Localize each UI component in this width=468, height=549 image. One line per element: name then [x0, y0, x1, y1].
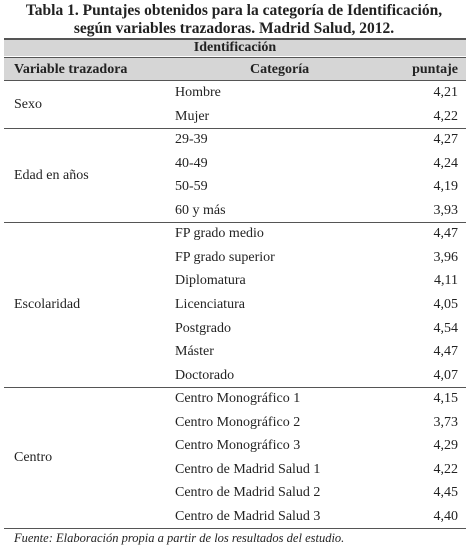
score: 4,22 [433, 461, 459, 477]
category: Postgrado [175, 320, 231, 336]
title: según variables trazadoras. Madrid Salud… [73, 20, 395, 37]
category: 60 y más [175, 202, 226, 218]
variable: Sexo [14, 97, 42, 113]
source-note: Fuente: Elaboración propia a partir de l… [14, 531, 345, 545]
score: 4,21 [433, 85, 459, 100]
category: Centro de Madrid Salud 1 [175, 461, 321, 477]
category: Mujer [175, 108, 210, 124]
score: 4,19 [433, 179, 459, 195]
score: 4,07 [433, 367, 459, 383]
score: 4,22 [433, 108, 459, 124]
category: Hombre [175, 85, 221, 100]
score: 4,15 [433, 391, 459, 407]
column-header: Categoría [250, 62, 310, 77]
category: 40-49 [175, 155, 208, 171]
score: 3,96 [433, 249, 459, 265]
category: 50-59 [175, 179, 208, 195]
category: Centro Monográfico 2 [175, 414, 301, 430]
score: 4,47 [433, 344, 459, 360]
category: Centro de Madrid Salud 2 [175, 485, 321, 501]
score: 4,24 [433, 155, 459, 171]
variable: Edad en años [14, 167, 89, 183]
score: 4,29 [433, 438, 459, 454]
section-label: Identificación [193, 40, 277, 55]
rule [4, 386, 466, 388]
rule [4, 221, 466, 223]
score: 4,45 [433, 485, 459, 501]
section-band [4, 40, 466, 56]
category: Doctorado [175, 367, 235, 383]
category: Licenciatura [175, 296, 245, 312]
title: Tabla 1. Puntajes obtenidos para la cate… [25, 2, 443, 19]
variable: Escolaridad [14, 297, 81, 313]
rule [4, 38, 466, 40]
score: 4,11 [434, 273, 458, 289]
variable: Centro [14, 450, 53, 466]
column-header: puntaje [412, 62, 458, 77]
category: Centro Monográfico 3 [175, 438, 301, 454]
category: Centro de Madrid Salud 3 [175, 508, 321, 524]
score: 4,27 [433, 132, 459, 148]
score: 3,93 [433, 202, 459, 218]
category: FP grado medio [175, 226, 264, 242]
category: Centro Monográfico 1 [175, 391, 301, 407]
rule [4, 527, 466, 529]
column-header: Variable trazadora [14, 62, 128, 77]
rule [4, 80, 466, 81]
score: 3,73 [433, 414, 459, 430]
category: Diplomatura [175, 273, 246, 289]
score: 4,54 [433, 320, 459, 336]
category: 29-39 [175, 132, 208, 148]
category: FP grado superior [175, 249, 275, 265]
rule [4, 127, 466, 129]
score: 4,05 [433, 296, 459, 312]
score: 4,47 [433, 226, 459, 242]
header-band [4, 58, 466, 80]
category: Máster [175, 344, 214, 360]
rule [4, 57, 466, 58]
score: 4,40 [433, 508, 459, 524]
